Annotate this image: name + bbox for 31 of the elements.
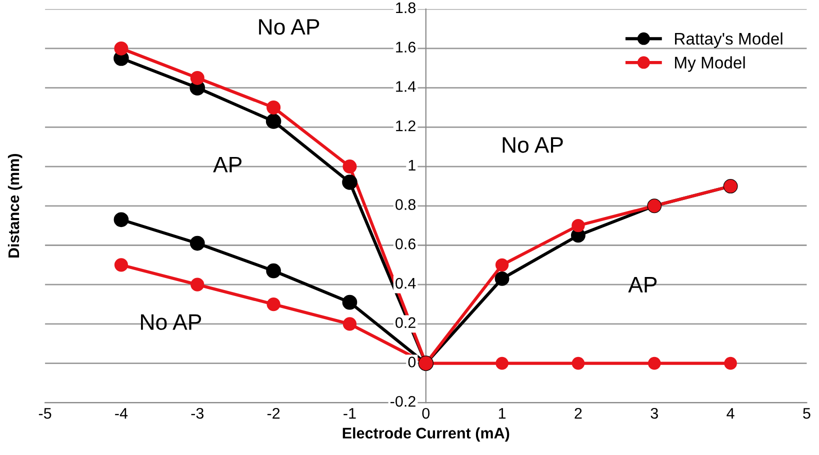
annotation: No AP (259, 19, 320, 35)
x-tick-label: -5 (38, 408, 52, 419)
x-tick-label: 4 (726, 408, 734, 419)
x-tick-label: -4 (115, 408, 128, 419)
y-tick-label: 1.2 (396, 120, 416, 132)
x-tick-label: 5 (803, 408, 810, 419)
x-tick-label: -2 (267, 408, 280, 419)
y-tick-label: 1.4 (396, 81, 416, 92)
annotation: AP (628, 277, 657, 292)
y-axis-title: Distance (mm) (8, 154, 22, 258)
y-tick-label: 1.8 (396, 2, 416, 14)
x-tick-label: 3 (650, 408, 658, 419)
y-tick-label: 0.6 (396, 238, 416, 250)
x-tick-label: -3 (191, 408, 204, 419)
y-tick-label: -0.2 (390, 396, 416, 407)
y-tick-label: 0 (408, 356, 416, 368)
y-tick-label: 0.4 (396, 278, 416, 289)
y-tick-label: 0.2 (396, 317, 416, 328)
annotation: No AP (502, 137, 563, 153)
x-tick-label: 0 (422, 408, 430, 419)
y-tick-label: 1.6 (396, 42, 416, 53)
x-tick-label: 1 (498, 408, 506, 419)
y-tick-label: 1 (408, 160, 416, 170)
y-tick-label: 0.8 (396, 199, 416, 210)
legend-label: Rattay's Model (675, 32, 782, 48)
annotation: No AP (141, 314, 202, 330)
x-tick-label: -1 (344, 408, 356, 419)
x-tick-label: 2 (574, 408, 582, 419)
annotation: AP (213, 156, 242, 172)
legend-label: My Model (675, 56, 745, 72)
x-axis-title: Electrode Current (mA) (342, 427, 510, 442)
